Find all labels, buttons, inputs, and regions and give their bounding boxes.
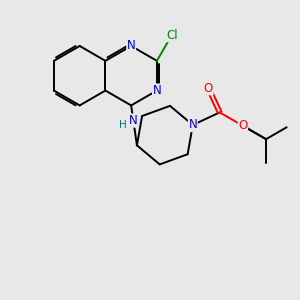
- Text: N: N: [152, 84, 161, 97]
- Text: H: H: [119, 120, 127, 130]
- Text: O: O: [238, 119, 248, 132]
- Text: O: O: [204, 82, 213, 95]
- Text: N: N: [127, 40, 136, 52]
- Text: Cl: Cl: [166, 28, 178, 42]
- Text: N: N: [188, 118, 197, 131]
- Text: N: N: [129, 114, 138, 127]
